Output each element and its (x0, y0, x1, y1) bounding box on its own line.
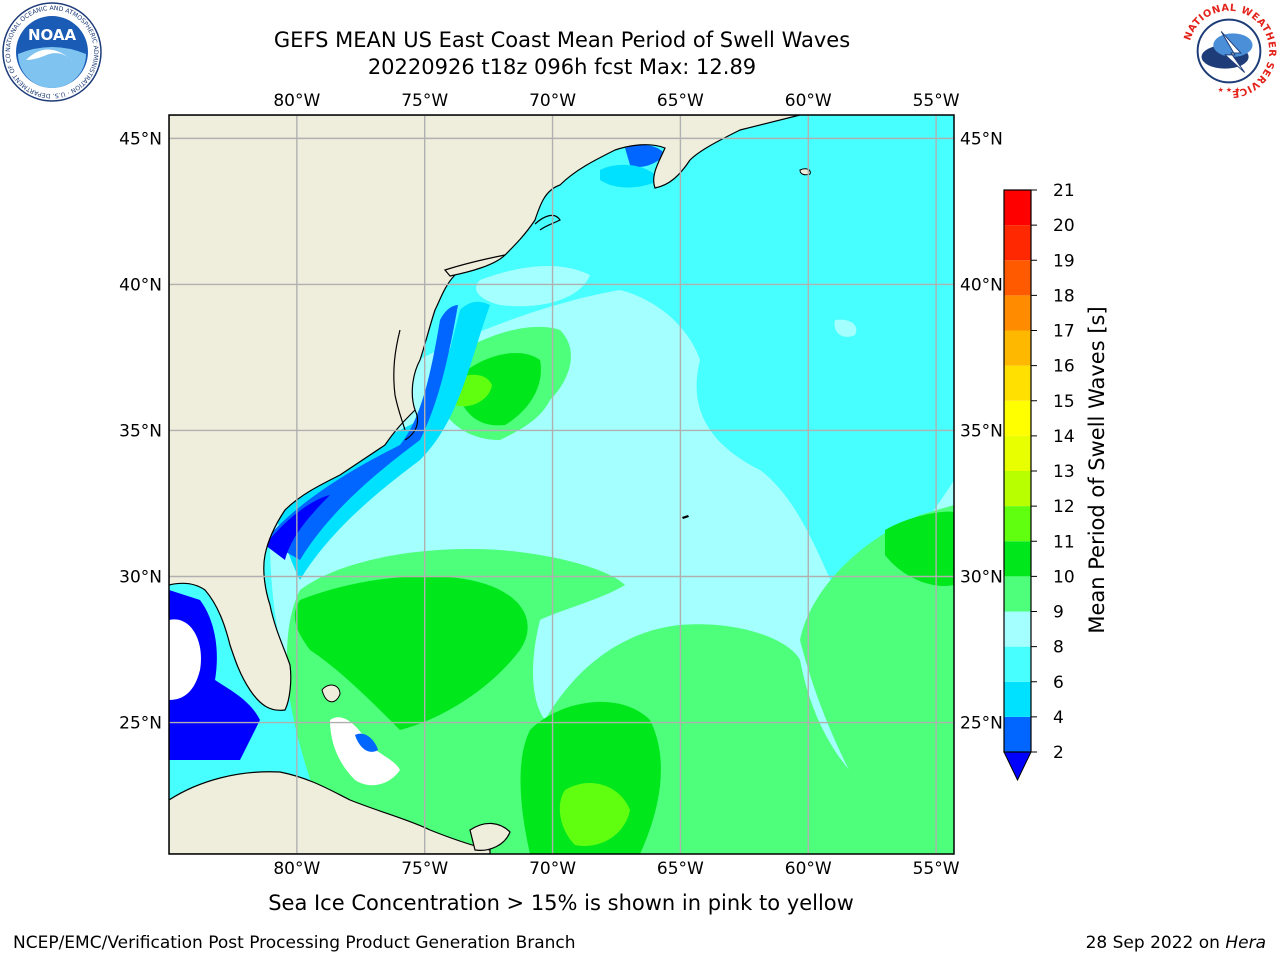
latitude-label: 40°N (960, 275, 1003, 295)
colorbar-tick-label: 17 (1053, 322, 1075, 342)
longitude-labels-top: 80°W 75°W 70°W 65°W 60°W 55°W (273, 91, 959, 111)
latitude-label: 45°N (960, 129, 1003, 149)
no-data-gulf (169, 619, 201, 700)
colorbar-tick-label: 18 (1053, 286, 1075, 306)
colorbar-segment (1004, 681, 1031, 717)
swell-8-9s-patch-east (834, 319, 857, 337)
colorbar-segment (1004, 435, 1031, 471)
noaa-wordmark: NOAA (28, 26, 77, 44)
generation-date: 28 Sep 2022 on Hera (1086, 933, 1266, 953)
colorbar-under-arrow (1003, 751, 1032, 782)
swell-10-11s-gulfstream (455, 352, 541, 426)
swell-10-11s-bahamas (294, 576, 528, 730)
land-andros (321, 684, 341, 703)
longitude-label: 70°W (529, 91, 576, 111)
colorbar-tick-label: 20 (1053, 216, 1075, 236)
land-cuba (169, 771, 491, 854)
colorbar-segment (1004, 506, 1031, 542)
forecast-subtitle: 20220926 t18z 096h fcst Max: 12.89 (367, 55, 757, 79)
colorbar-tick-label: 16 (1053, 357, 1075, 377)
map-frame (168, 114, 955, 855)
colorbar-tick-label: 11 (1053, 532, 1075, 552)
longitude-label: 65°W (657, 859, 704, 879)
outer-banks (404, 409, 419, 441)
noaa-logo: NATIONAL OCEANIC AND ATMOSPHERIC ADMINIS… (2, 2, 102, 102)
colorbar-segment (1004, 646, 1031, 682)
swell-2-4s-gulf-of-maine (625, 144, 665, 167)
colorbar-segment (1004, 295, 1031, 331)
colorbar-segment (1004, 330, 1031, 366)
latitude-labels-right: 45°N 40°N 35°N 30°N 25°N (960, 129, 1003, 733)
swell-2-4s-bahamas (355, 733, 378, 752)
swell-8-9s-patch-north (476, 265, 590, 307)
longitude-label: 60°W (785, 859, 832, 879)
latitude-label: 35°N (960, 421, 1003, 441)
sea-ice-note: Sea Ice Concentration > 15% is shown in … (268, 891, 854, 915)
colorbar-segment (1004, 225, 1031, 261)
colorbar-tick-label: 8 (1053, 638, 1064, 658)
latitude-labels-left: 45°N 40°N 35°N 30°N 25°N (119, 129, 162, 733)
longitude-label: 80°W (273, 91, 320, 111)
map-plot-area (169, 115, 954, 854)
colorbar-tick-label: 2 (1053, 743, 1064, 763)
colorbar-tick-label: 13 (1053, 462, 1075, 482)
colorbar-segment (1004, 260, 1031, 296)
latitude-label: 40°N (119, 275, 162, 295)
latitude-label: 35°N (119, 421, 162, 441)
chesapeake-bay (393, 329, 406, 431)
longitude-labels-bottom: 80°W 75°W 70°W 65°W 60°W 55°W (273, 859, 959, 879)
longitude-label: 80°W (273, 859, 320, 879)
longitude-label: 75°W (401, 859, 448, 879)
host-name: Hera (1225, 933, 1266, 953)
colorbar-tick-label: 19 (1053, 251, 1075, 271)
land-north-america (169, 115, 801, 711)
longitude-label: 70°W (529, 859, 576, 879)
longitude-label: 55°W (913, 859, 960, 879)
longitude-label: 75°W (401, 91, 448, 111)
land-hispaniola (469, 822, 511, 851)
colorbar-segment (1004, 611, 1031, 647)
colorbar: 2 4 6 8 9 10 11 12 13 14 15 16 17 18 19 20 21 (1003, 181, 1075, 782)
colorbar-tick-label: 12 (1053, 497, 1075, 517)
long-island (443, 254, 507, 277)
colorbar-label: Mean Period of Swell Waves [s] (1085, 306, 1109, 634)
generation-date-text: 28 Sep 2022 on (1085, 933, 1226, 953)
colorbar-segment (1004, 576, 1031, 612)
nws-logo: NATIONAL WEATHER SERVICE ★ ★ ★ (1180, 3, 1278, 99)
map-title: GEFS MEAN US East Coast Mean Period of S… (273, 28, 851, 52)
swell-9-10s-east (800, 505, 954, 854)
longitude-label: 60°W (785, 91, 832, 111)
swell-4-6s-gulf-of-maine (600, 164, 660, 188)
longitude-label: 65°W (657, 91, 704, 111)
colorbar-segment (1004, 365, 1031, 401)
latitude-label: 30°N (119, 568, 162, 588)
producer-credit: NCEP/EMC/Verification Post Processing Pr… (13, 933, 576, 953)
latitude-label: 30°N (960, 568, 1003, 588)
nws-stars: ★ ★ ★ (1218, 86, 1241, 94)
colorbar-segment (1004, 716, 1031, 752)
cape-cod (534, 214, 561, 231)
colorbar-tick-label: 15 (1053, 392, 1075, 412)
land-bermuda (682, 515, 689, 519)
latitude-label: 25°N (960, 714, 1003, 734)
colorbar-tick-label: 4 (1053, 708, 1064, 728)
colorbar-tick-label: 21 (1053, 181, 1075, 201)
swell-11-12s-south (559, 782, 630, 846)
colorbar-segment (1004, 190, 1031, 226)
latitude-label: 45°N (119, 129, 162, 149)
latitude-label: 25°N (119, 714, 162, 734)
colorbar-segment (1004, 541, 1031, 577)
longitude-label: 55°W (913, 91, 960, 111)
colorbar-tick-label: 10 (1053, 567, 1075, 587)
colorbar-segment (1004, 400, 1031, 436)
colorbar-segment (1004, 471, 1031, 507)
colorbar-tick-label: 14 (1053, 427, 1075, 447)
colorbar-tick-label: 9 (1053, 603, 1064, 623)
colorbar-tick-label: 6 (1053, 673, 1064, 693)
graticule (169, 115, 954, 854)
no-data-bahamas (330, 717, 400, 786)
